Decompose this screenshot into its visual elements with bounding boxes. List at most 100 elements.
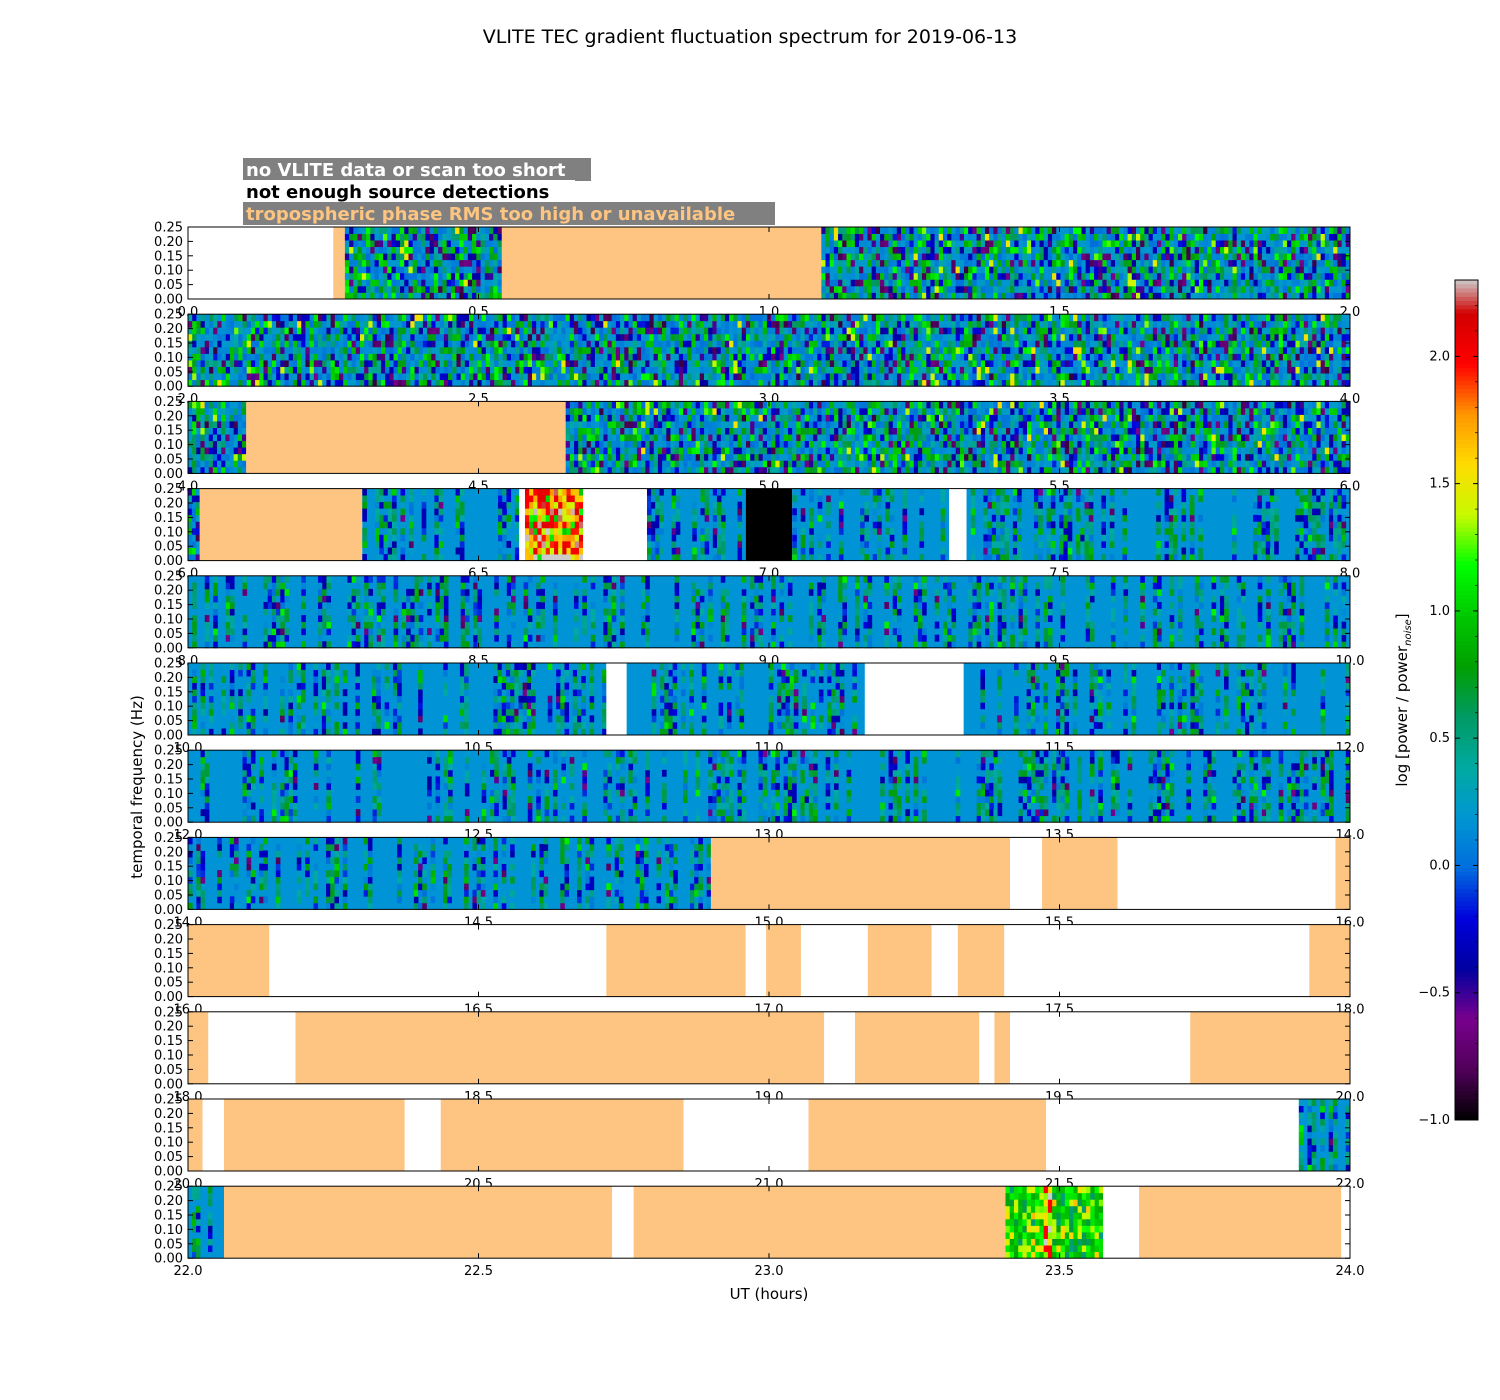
legend-box-2 [243,202,775,225]
segment-no-data [745,924,767,997]
legend-entry-0: no VLITE data or scan too short [246,160,566,181]
segment-spectrum [1298,1099,1351,1172]
segment-no-data [1046,1099,1299,1171]
segment-no-data [931,924,958,997]
colorbar-frame [1454,279,1479,1121]
segment-spectrum [188,401,247,474]
y-tick-label: 0.25 [154,1180,183,1195]
y-tick-label: 0.20 [154,1194,183,1209]
segment-troposphere-flag [854,1011,980,1084]
segment-no-data [208,1011,296,1084]
colorbar-label: log [power / powernoise] [1393,613,1414,786]
legend-box-0 [243,158,591,181]
segment-troposphere-flag [766,924,801,997]
colorbar-tick-label: −1.0 [1418,1113,1450,1128]
segment-troposphere-flag [333,227,345,299]
segment-troposphere-flag [606,924,746,997]
segment-troposphere-flag [188,924,270,997]
segment-troposphere-flag [994,1011,1011,1084]
y-tick-label: 0.15 [154,1209,183,1224]
segment-spectrum [188,575,1350,649]
y-tick-label: 0.00 [154,293,183,308]
y-tick-label: 0.25 [154,744,183,759]
segment-spectrum [362,488,520,561]
y-tick-label: 0.10 [154,787,183,802]
y-tick-label: 0.20 [154,235,183,250]
y-tick-label: 0.00 [154,729,183,744]
segment-spectrum [188,837,712,910]
y-tick-label: 0.05 [154,714,183,729]
panel-1: 0.000.050.100.150.200.252.0 2.5 3.0 3.5 4.0 [154,308,1360,408]
segment-no-data [864,663,964,735]
segment-few-detections [745,488,793,561]
segment-troposphere-flag [1042,837,1118,910]
panel-11: 0.000.050.100.150.200.25 22.0 22.5 23.0 23.5… [154,1180,1364,1280]
segment-no-data [1103,1186,1140,1259]
y-tick-label: 0.00 [154,1165,183,1180]
y-tick-label: 0.20 [154,845,183,860]
y-tick-label: 0.15 [154,337,183,352]
y-tick-label: 0.25 [154,831,183,846]
x-tick-label: 23.5 [1045,1264,1074,1279]
y-tick-label: 0.15 [154,598,183,613]
y-tick-label: 0.20 [154,497,183,512]
y-tick-label: 0.20 [154,584,183,599]
y-tick-label: 0.10 [154,700,183,715]
segment-spectrum [963,663,1351,736]
y-tick-label: 0.10 [154,1223,183,1238]
segment-troposphere-flag [633,1186,1006,1259]
colorbar-tick-label: 1.5 [1429,477,1450,492]
segment-spectrum [188,1186,225,1259]
segment-spectrum [792,488,950,561]
legend-entry-1: not enough source detections [246,182,549,203]
segment-no-data [1004,924,1310,997]
segment-troposphere-flag [246,401,566,474]
y-tick-label: 0.20 [154,933,183,948]
segment-troposphere-flag [224,1186,613,1259]
y-tick-label: 0.05 [154,453,183,468]
y-tick-label: 0.10 [154,961,183,976]
y-tick-label: 0.00 [154,554,183,569]
segment-spectrum [821,227,1351,300]
segment-troposphere-flag [188,1099,203,1171]
panel-3: 0.000.050.100.150.200.256.0 6.5 7.0 7.5 8.0 [154,482,1360,581]
legend-entry-2: tropospheric phase RMS too high or unava… [246,204,735,225]
y-tick-label: 0.25 [154,569,183,584]
y-tick-label: 0.15 [154,511,183,526]
segment-troposphere-flag [440,1099,684,1171]
y-tick-label: 0.05 [154,1237,183,1252]
panel-2: 0.000.050.100.150.200.254.0 4.5 5.0 5.5 6.0 [154,395,1360,495]
panel-0: 0.000.050.100.150.200.250.0 0.5 1.0 1.5 2.0 [154,221,1360,321]
y-tick-label: 0.00 [154,380,183,395]
y-tick-label: 0.15 [154,685,183,700]
y-tick-label: 0.05 [154,540,183,555]
y-tick-label: 0.00 [154,1077,183,1092]
y-tick-label: 0.05 [154,627,183,642]
segment-no-data [1010,837,1043,910]
segment-no-data [1117,837,1336,910]
chart-title: VLITE TEC gradient fluctuation spectrum … [483,26,1017,48]
y-tick-label: 0.00 [154,990,183,1005]
y-tick-label: 0.05 [154,1150,183,1165]
x-tick-label: 22.0 [174,1264,203,1279]
y-tick-label: 0.20 [154,1107,183,1122]
segment-no-data [583,488,647,561]
x-axis-label: UT (hours) [730,1285,809,1303]
y-tick-label: 0.05 [154,889,183,904]
segment-troposphere-flag [867,924,932,997]
segment-troposphere-flag [188,1011,209,1084]
y-tick-label: 0.20 [154,322,183,337]
y-tick-label: 0.10 [154,264,183,279]
segment-troposphere-flag [1190,1011,1350,1084]
panels: 0.000.050.100.150.200.250.0 0.5 1.0 1.5 2.00… [154,221,1364,1280]
segment-troposphere-flag [808,1099,1047,1171]
segment-troposphere-flag [224,1099,405,1171]
segment-troposphere-flag [957,924,1005,997]
segment-no-data [824,1011,855,1084]
y-tick-label: 0.10 [154,613,183,628]
y-tick-label: 0.10 [154,874,183,889]
y-tick-label: 0.15 [154,1034,183,1049]
